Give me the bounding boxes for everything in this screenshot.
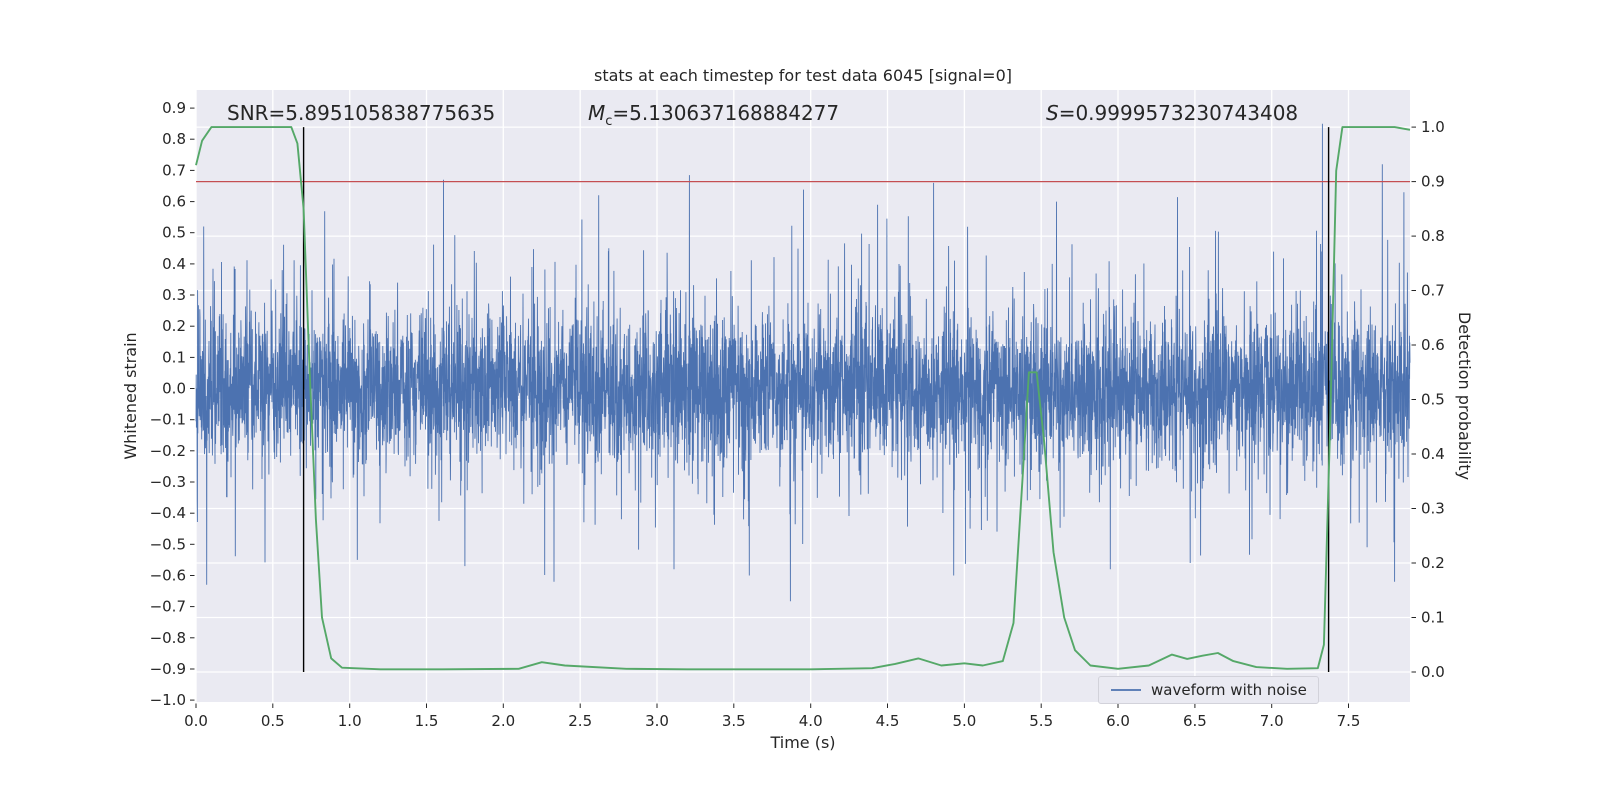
right-tick-label: 0.6: [1421, 336, 1445, 354]
left-tick-label: 0.5: [162, 224, 186, 242]
chirp-mass-subscript: c: [605, 114, 613, 129]
right-tick-label: 0.1: [1421, 609, 1445, 627]
left-tick-label: −1.0: [150, 691, 186, 709]
x-tick-label: 1.5: [415, 712, 439, 730]
chirp-mass-symbol: M: [588, 101, 606, 125]
x-tick-label: 7.0: [1260, 712, 1284, 730]
right-tick-label: 0.8: [1421, 227, 1445, 245]
left-axis-label: Whitened strain: [121, 332, 140, 460]
s-stat-symbol: S: [1046, 101, 1059, 125]
left-tick-label: −0.3: [150, 473, 186, 491]
left-tick-label: 0.3: [162, 286, 186, 304]
left-tick-label: 0.6: [162, 193, 186, 211]
chirp-mass-value: =5.130637168884277: [612, 101, 840, 125]
left-tick-label: 0.1: [162, 348, 186, 366]
right-axis-ticks: 1.0 0.9 0.8 0.7 0.6 0.5 0.4 0.3 0.2 0.1 0.0: [1411, 118, 1445, 681]
right-tick-label: 0.4: [1421, 445, 1445, 463]
left-tick-label: −0.8: [150, 629, 186, 647]
left-tick-label: −0.7: [150, 598, 186, 616]
s-stat-value: =0.9999573230743408: [1058, 101, 1299, 125]
x-axis-ticks: 0.0 0.5 1.0 1.5 2.0 2.5 3.0 3.5 4.0 4.5 5.0 5.5 6.0 6…: [184, 703, 1361, 730]
chart-title: stats at each timestep for test data 604…: [593, 66, 1012, 85]
x-tick-label: 3.0: [645, 712, 669, 730]
x-tick-label: 7.5: [1337, 712, 1361, 730]
x-tick-label: 2.0: [491, 712, 515, 730]
right-tick-label: 1.0: [1421, 118, 1445, 136]
x-axis-label: Time (s): [770, 733, 836, 752]
legend-label: waveform with noise: [1151, 681, 1307, 699]
x-tick-label: 2.5: [568, 712, 592, 730]
probability-series: [195, 126, 1411, 671]
left-tick-label: −0.6: [150, 567, 186, 585]
left-tick-label: 0.0: [162, 380, 186, 398]
right-tick-label: 0.2: [1421, 554, 1445, 572]
left-axis-ticks: 0.9 0.8 0.7 0.6 0.5 0.4 0.3 0.2 0.1 0.0 −0.1 −0.2 −0…: [150, 99, 195, 709]
left-tick-label: −0.5: [150, 535, 186, 553]
legend-line-sample: [1111, 689, 1141, 691]
right-tick-label: 0.3: [1421, 500, 1445, 518]
left-tick-label: −0.4: [150, 504, 186, 522]
x-tick-label: 4.5: [876, 712, 900, 730]
x-tick-label: 0.0: [184, 712, 208, 730]
legend: waveform with noise: [1098, 676, 1319, 704]
left-tick-label: 0.4: [162, 255, 186, 273]
right-tick-label: 0.0: [1421, 663, 1445, 681]
x-tick-label: 5.5: [1029, 712, 1053, 730]
x-tick-label: 3.5: [722, 712, 746, 730]
x-tick-label: 0.5: [261, 712, 285, 730]
x-tick-label: 5.0: [952, 712, 976, 730]
right-tick-label: 0.9: [1421, 173, 1445, 191]
right-tick-label: 0.5: [1421, 391, 1445, 409]
waveform-series: [195, 123, 1411, 602]
x-tick-label: 4.0: [799, 712, 823, 730]
left-tick-label: −0.1: [150, 411, 186, 429]
left-tick-label: 0.9: [162, 99, 186, 117]
left-tick-label: −0.9: [150, 660, 186, 678]
annotation-snr: SNR=5.895105838775635: [227, 101, 496, 125]
annotation-chirp-mass: Mc=5.130637168884277: [588, 101, 839, 129]
x-tick-label: 6.5: [1183, 712, 1207, 730]
annotation-s-stat: S=0.9999573230743408: [1046, 101, 1298, 125]
left-tick-label: 0.8: [162, 130, 186, 148]
left-tick-label: −0.2: [150, 442, 186, 460]
right-tick-label: 0.7: [1421, 282, 1445, 300]
left-tick-label: 0.7: [162, 161, 186, 179]
x-tick-label: 6.0: [1106, 712, 1130, 730]
right-axis-label: Detection probability: [1455, 311, 1474, 481]
left-tick-label: 0.2: [162, 317, 186, 335]
x-tick-label: 1.0: [338, 712, 362, 730]
